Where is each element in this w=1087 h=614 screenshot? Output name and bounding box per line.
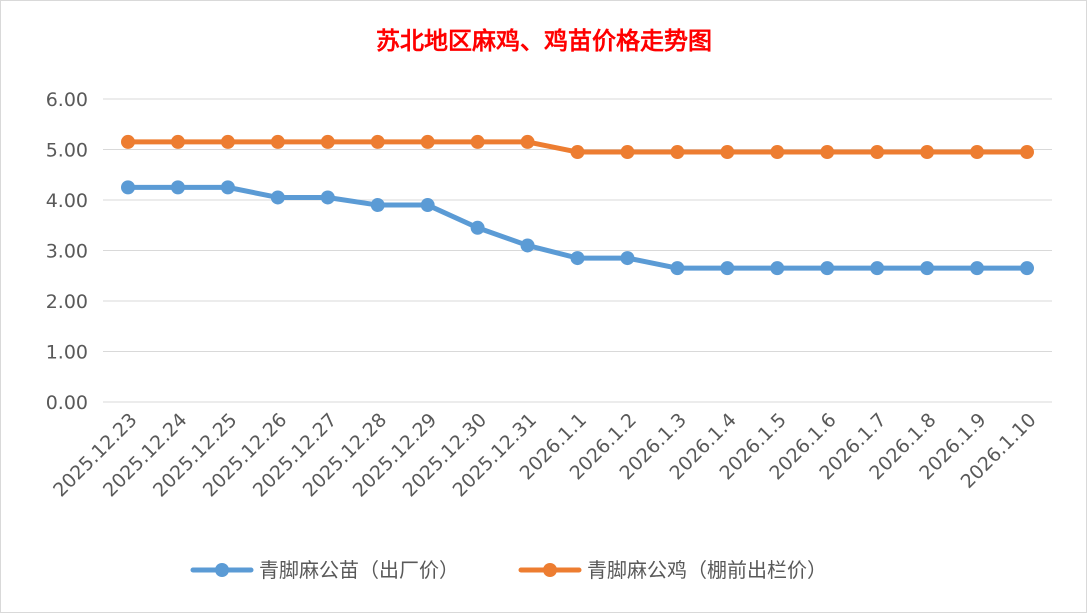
data-point (920, 261, 935, 276)
data-point (770, 261, 785, 276)
data-point (820, 261, 835, 276)
y-tick-label: 4.00 (46, 190, 88, 212)
y-tick-label: 0.00 (46, 392, 88, 414)
data-point (170, 180, 185, 195)
data-point (520, 134, 535, 149)
data-point (1020, 261, 1034, 276)
data-point (570, 145, 585, 160)
data-point (970, 145, 985, 160)
data-point (520, 238, 535, 253)
data-point (121, 134, 135, 149)
data-point (720, 145, 735, 160)
data-point (320, 190, 335, 205)
data-point (620, 251, 635, 266)
data-point (670, 145, 685, 160)
data-point (970, 261, 985, 276)
data-point (870, 261, 885, 276)
x-axis-ticks: 2025.12.232025.12.242025.12.252025.12.26… (49, 409, 1040, 501)
data-point (220, 180, 235, 195)
data-point (770, 145, 785, 160)
legend-swatch-marker (215, 563, 229, 577)
data-point (920, 145, 935, 160)
series-2 (121, 134, 1034, 160)
data-point (370, 134, 385, 149)
data-point (420, 198, 435, 213)
data-point (470, 220, 485, 235)
chart-title: 苏北地区麻鸡、鸡苗价格走势图 (376, 26, 712, 55)
gridlines (103, 98, 1052, 403)
data-point (1020, 145, 1034, 160)
series-group (121, 134, 1034, 276)
y-tick-label: 2.00 (46, 291, 88, 313)
data-point (270, 190, 285, 205)
data-point (670, 261, 685, 276)
legend: 青脚麻公苗（出厂价） 青脚麻公鸡（棚前出栏价） (190, 558, 827, 582)
y-tick-label: 3.00 (46, 241, 88, 263)
data-point (320, 134, 335, 149)
y-tick-label: 5.00 (46, 140, 88, 162)
data-point (470, 134, 485, 149)
legend-item-2: 青脚麻公鸡（棚前出栏价） (518, 558, 827, 582)
data-point (370, 198, 385, 213)
data-point (121, 180, 135, 195)
legend-swatch-marker (543, 563, 557, 577)
data-point (620, 145, 635, 160)
y-tick-label: 1.00 (46, 342, 88, 364)
data-point (420, 134, 435, 149)
data-point (720, 261, 735, 276)
y-tick-label: 6.00 (46, 89, 88, 111)
data-point (570, 251, 585, 266)
data-point (220, 134, 235, 149)
legend-label: 青脚麻公鸡（棚前出栏价） (587, 558, 827, 582)
data-point (170, 134, 185, 149)
data-point (820, 145, 835, 160)
legend-label: 青脚麻公苗（出厂价） (259, 558, 459, 582)
legend-item-1: 青脚麻公苗（出厂价） (190, 558, 459, 582)
series-1 (121, 180, 1034, 276)
data-point (870, 145, 885, 160)
data-point (270, 134, 285, 149)
y-axis-ticks: 0.00 1.00 2.00 3.00 4.00 5.00 6.00 (46, 89, 88, 414)
